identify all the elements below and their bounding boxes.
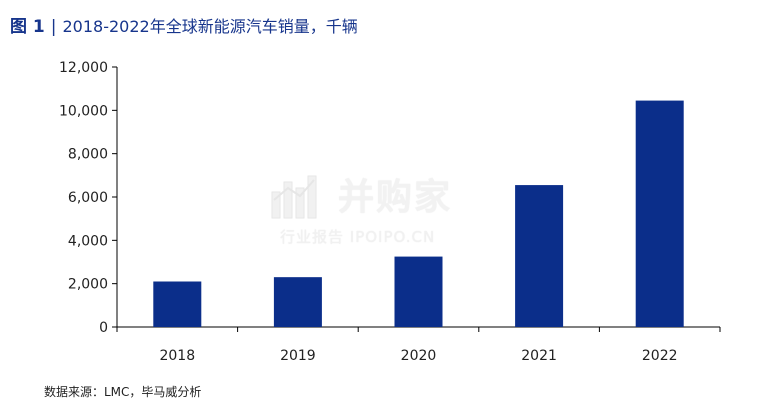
bar bbox=[515, 185, 564, 327]
x-tick-label: 2022 bbox=[642, 348, 678, 364]
x-tick-label: 2019 bbox=[280, 348, 316, 364]
watermark-main-text: 并购家 bbox=[338, 177, 453, 218]
y-tick-label: 0 bbox=[99, 320, 108, 336]
bar bbox=[153, 281, 202, 327]
watermark-sub-text: 行业报告 IPOIPO.CN bbox=[280, 228, 436, 246]
x-tick-label: 2020 bbox=[401, 348, 437, 364]
title-separator: | bbox=[50, 17, 57, 37]
bar-chart: 0 2,000 4,000 6,000 8,000 10,000 12,000 2018 201… bbox=[59, 60, 721, 364]
y-tick-label: 12,000 bbox=[59, 60, 108, 76]
y-tick-label: 8,000 bbox=[68, 147, 108, 163]
source-note: 数据来源：LMC，毕马威分析 bbox=[44, 385, 202, 399]
bar bbox=[394, 256, 443, 327]
bar bbox=[273, 277, 322, 327]
figure-label: 图 1 bbox=[10, 17, 45, 37]
watermark: 并购家 行业报告 IPOIPO.CN bbox=[268, 168, 498, 252]
y-tick-label: 2,000 bbox=[68, 277, 108, 293]
y-tick-label: 6,000 bbox=[68, 190, 108, 206]
y-tick-label: 4,000 bbox=[68, 233, 108, 249]
bar bbox=[635, 100, 684, 327]
chart-title: 2018-2022年全球新能源汽车销量，千辆 bbox=[62, 17, 358, 36]
chart-title-row: 图 1 | 2018-2022年全球新能源汽车销量，千辆 bbox=[10, 12, 358, 42]
y-tick-label: 10,000 bbox=[59, 103, 108, 119]
x-tick-label: 2018 bbox=[159, 348, 195, 364]
x-tick-label: 2021 bbox=[521, 348, 557, 364]
watermark-logo-icon bbox=[271, 175, 317, 219]
